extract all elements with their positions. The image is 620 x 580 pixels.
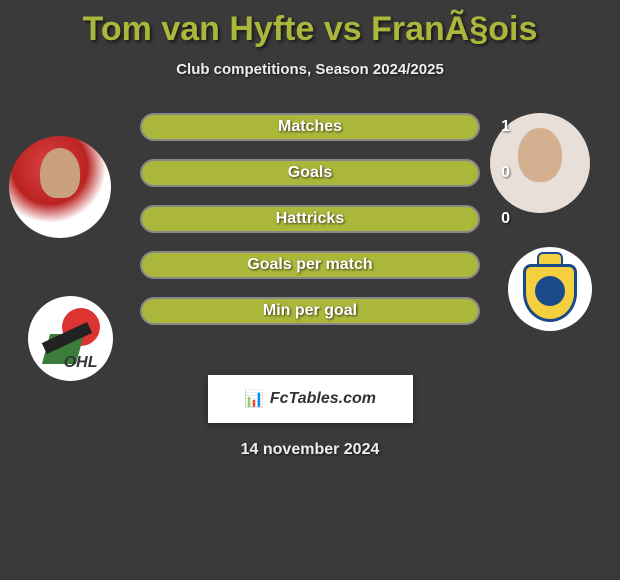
stat-bar-label: Hattricks [140,205,480,233]
club-left-logo: OHL [28,296,113,381]
stat-bar-label: Min per goal [140,297,480,325]
comparison-title: Tom van Hyfte vs FranÃ§ois [0,0,620,49]
club-right-logo [508,247,592,331]
stat-value-right: 0 [501,159,510,187]
brand-badge: 📊 FcTables.com [208,375,413,423]
stat-value-right: 0 [501,205,510,233]
stat-row: Goals per match [140,251,480,279]
comparison-content: OHL Matches1Goals0Hattricks0Goals per ma… [0,113,620,325]
stat-bar-label: Goals per match [140,251,480,279]
stat-row: Min per goal [140,297,480,325]
usg-logo-graphic [515,254,585,324]
footer-date: 14 november 2024 [0,441,620,459]
brand-icon: 📊 [244,389,264,409]
stats-bars: Matches1 Goals0 Hattricks0 Goals per match M… [140,113,480,325]
stat-bar-label: Matches [140,113,480,141]
brand-text: FcTables.com [270,390,376,408]
stat-value-right: 1 [501,113,510,141]
ohl-logo-graphic: OHL [36,304,106,374]
stat-bar-label: Goals [140,159,480,187]
stat-row: Matches1 [140,113,480,141]
stat-row: Goals0 [140,159,480,187]
stat-row: Hattricks0 [140,205,480,233]
comparison-subtitle: Club competitions, Season 2024/2025 [0,61,620,78]
player-left-avatar [9,136,111,238]
